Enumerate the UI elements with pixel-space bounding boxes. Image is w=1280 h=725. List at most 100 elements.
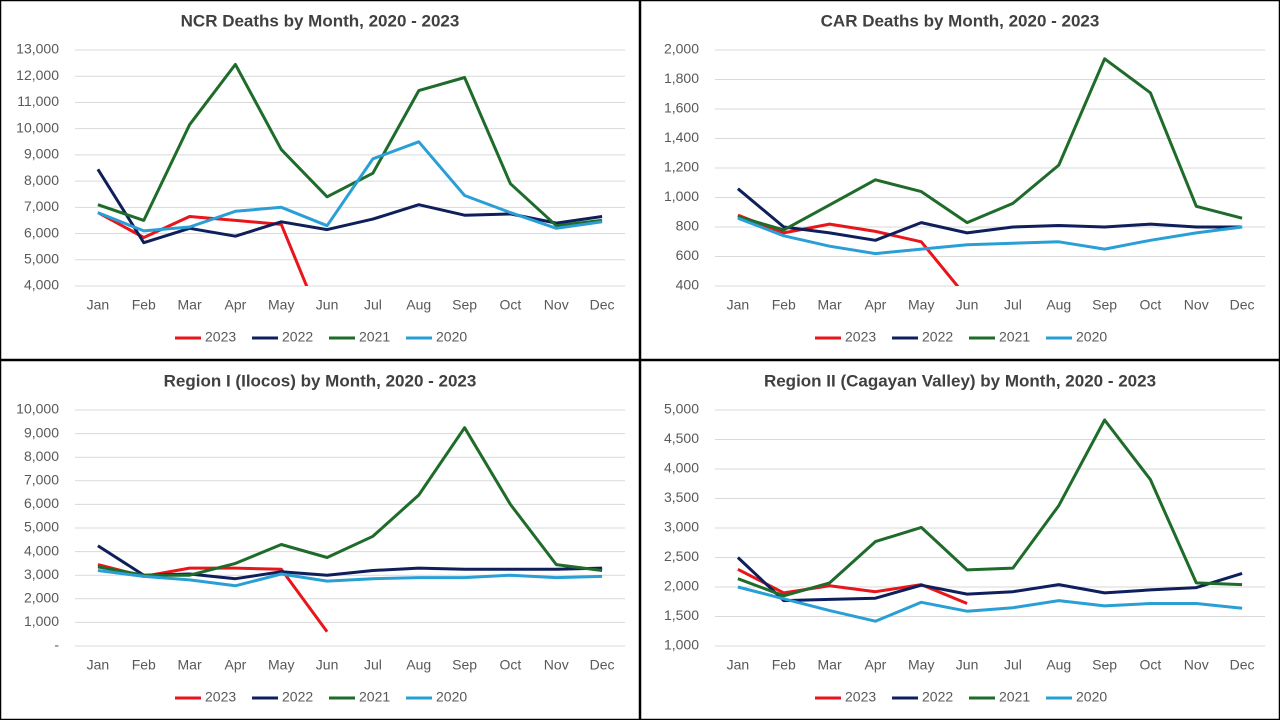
x-tick-label: Dec	[590, 297, 615, 313]
panel-border	[0, 359, 641, 721]
y-tick-label: 6,000	[24, 224, 59, 240]
y-tick-label: 8,000	[24, 448, 59, 464]
x-tick-label: Dec	[1230, 297, 1255, 313]
x-tick-label: Sep	[1092, 297, 1117, 313]
y-tick-label: 1,000	[24, 613, 59, 629]
y-tick-label: 400	[676, 277, 700, 293]
y-tick-label: 7,000	[24, 198, 59, 214]
x-tick-label: May	[908, 657, 934, 673]
y-tick-label: 600	[676, 247, 700, 263]
y-tick-label: 2,000	[664, 578, 699, 594]
y-tick-label: 5,000	[664, 401, 699, 417]
x-tick-label: Feb	[132, 297, 156, 313]
y-tick-label: 12,000	[16, 67, 59, 83]
x-tick-label: Oct	[1140, 657, 1162, 673]
y-tick-label: 2,000	[664, 41, 699, 57]
legend-label: 2023	[845, 329, 876, 345]
series-line	[97, 569, 603, 588]
chart-panel: Region I (Ilocos) by Month, 2020 - 2023 -…	[0, 359, 641, 721]
x-tick-label: Jun	[316, 297, 339, 313]
x-tick-label: Sep	[452, 297, 477, 313]
y-tick-label: 8,000	[24, 172, 59, 188]
x-tick-label: Apr	[225, 657, 247, 673]
chart-panel: CAR Deaths by Month, 2020 - 2023 400 600 80…	[639, 0, 1280, 361]
plot-lines	[97, 426, 603, 633]
chart-title: CAR Deaths by Month, 2020 - 2023	[821, 11, 1100, 30]
x-tick-label: Feb	[772, 297, 796, 313]
legend-label: 2021	[359, 689, 390, 705]
y-tick-label: 11,000	[17, 93, 59, 109]
y-tick-label: 13,000	[16, 41, 59, 57]
legend-label: 2021	[999, 329, 1030, 345]
x-tick-label: Dec	[590, 657, 615, 673]
y-tick-label: 4,000	[664, 460, 699, 476]
x-tick-label: Jul	[1004, 657, 1022, 673]
panel-border	[639, 359, 1280, 721]
series-line	[737, 216, 1243, 256]
y-tick-label: 800	[676, 218, 700, 234]
x-tick-label: Nov	[544, 297, 569, 313]
legend-label: 2022	[282, 329, 313, 345]
y-tick-label: -	[54, 637, 59, 653]
plot-lines	[736, 57, 1243, 286]
x-tick-label: Aug	[406, 297, 431, 313]
series-line	[97, 426, 603, 577]
x-tick-label: Jul	[364, 657, 382, 673]
y-tick-label: 6,000	[24, 495, 59, 511]
y-tick-label: 7,000	[24, 472, 59, 488]
series-line	[737, 57, 1243, 232]
y-tick-label: 1,200	[664, 159, 699, 175]
series-line	[736, 556, 1243, 603]
y-tick-label: 1,400	[664, 129, 699, 145]
series-line	[97, 140, 603, 233]
x-tick-label: Feb	[772, 657, 796, 673]
x-tick-label: Oct	[1140, 297, 1162, 313]
chart-panel: NCR Deaths by Month, 2020 - 2023 4,000 5,0…	[0, 0, 641, 361]
y-tick-label: 1,500	[664, 607, 699, 623]
y-tick-label: 10,000	[16, 119, 59, 135]
x-tick-label: Jun	[956, 297, 979, 313]
series-line	[737, 585, 1243, 623]
x-tick-label: Nov	[1184, 297, 1209, 313]
x-tick-label: Apr	[225, 297, 247, 313]
y-tick-label: 2,500	[664, 548, 699, 564]
x-tick-label: Jan	[727, 657, 750, 673]
x-tick-label: Aug	[406, 657, 431, 673]
x-tick-label: Apr	[865, 657, 887, 673]
y-tick-label: 10,000	[16, 401, 59, 417]
x-tick-label: Oct	[500, 297, 522, 313]
legend-label: 2022	[922, 689, 953, 705]
chart-title: NCR Deaths by Month, 2020 - 2023	[181, 11, 460, 30]
series-line	[97, 62, 603, 228]
y-tick-label: 4,500	[664, 430, 699, 446]
x-tick-label: Apr	[865, 297, 887, 313]
x-tick-label: Sep	[452, 657, 477, 673]
x-tick-label: Nov	[544, 657, 569, 673]
x-tick-label: Dec	[1230, 657, 1255, 673]
y-tick-label: 1,000	[664, 637, 699, 653]
series-line	[737, 213, 960, 286]
y-tick-label: 1,800	[664, 70, 699, 86]
y-tick-label: 3,000	[24, 566, 59, 582]
legend-label: 2022	[922, 329, 953, 345]
y-tick-label: 1,000	[664, 188, 699, 204]
series-line	[736, 187, 1243, 242]
x-tick-label: Oct	[500, 657, 522, 673]
x-tick-label: Aug	[1046, 297, 1071, 313]
legend-label: 2023	[205, 329, 236, 345]
x-tick-label: Feb	[132, 657, 156, 673]
x-tick-label: May	[268, 297, 294, 313]
legend-label: 2023	[205, 689, 236, 705]
legend-label: 2023	[845, 689, 876, 705]
chart-panel: Region II (Cagayan Valley) by Month, 202…	[639, 359, 1280, 721]
y-tick-label: 2,000	[24, 590, 59, 606]
y-tick-label: 5,000	[24, 519, 59, 535]
x-tick-label: Mar	[818, 297, 842, 313]
y-tick-label: 9,000	[24, 146, 59, 162]
legend-label: 2020	[1076, 689, 1107, 705]
plot-lines	[96, 62, 603, 286]
y-tick-label: 4,000	[24, 542, 59, 558]
x-tick-label: Aug	[1046, 657, 1071, 673]
x-tick-label: Jul	[1004, 297, 1022, 313]
